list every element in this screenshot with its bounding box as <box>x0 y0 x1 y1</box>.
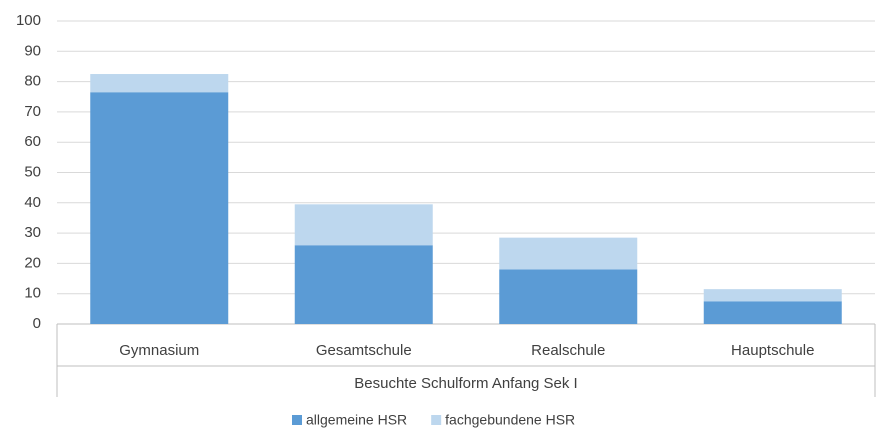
x-tick-label: Hauptschule <box>731 342 814 359</box>
y-tick-label: 60 <box>24 133 41 150</box>
bar-segment <box>90 92 229 324</box>
x-tick-label: Gymnasium <box>119 342 199 359</box>
y-tick-label: 80 <box>24 73 41 90</box>
y-tick-label: 40 <box>24 194 41 211</box>
legend-swatch <box>431 415 442 425</box>
y-tick-label: 70 <box>24 103 41 120</box>
legend-swatch <box>292 415 302 425</box>
y-tick-label: 0 <box>33 315 41 332</box>
bar-segment <box>294 245 433 324</box>
y-tick-label: 30 <box>24 224 41 241</box>
x-axis-title: Besuchte Schulform Anfang Sek I <box>354 375 577 392</box>
bar-segment <box>703 289 842 302</box>
bar-segment <box>499 237 638 270</box>
y-tick-label: 100 <box>16 12 41 29</box>
y-tick-label: 20 <box>24 254 41 271</box>
x-tick-label: Gesamtschule <box>316 342 412 359</box>
x-tick-label: Realschule <box>531 342 605 359</box>
y-tick-label: 90 <box>24 42 41 59</box>
y-tick-label: 10 <box>24 285 41 302</box>
legend-label: fachgebundene HSR <box>445 412 575 428</box>
bar-segment <box>703 301 842 324</box>
y-tick-label: 50 <box>24 163 41 180</box>
bar-segment <box>294 204 433 246</box>
bar-segment <box>90 74 229 93</box>
legend-label: allgemeine HSR <box>306 412 407 428</box>
bar-segment <box>499 269 638 324</box>
